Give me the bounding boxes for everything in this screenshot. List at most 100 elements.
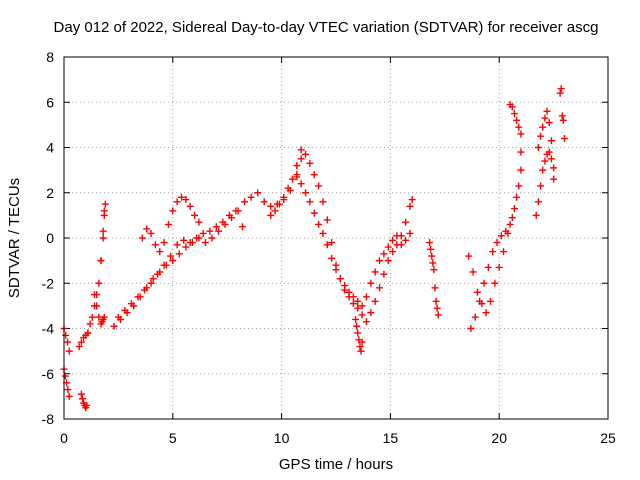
data-point bbox=[336, 275, 344, 283]
y-tick-label: 2 bbox=[46, 185, 54, 201]
data-point bbox=[508, 214, 516, 222]
data-point bbox=[328, 239, 336, 247]
data-point bbox=[160, 261, 168, 269]
series-q bbox=[506, 101, 525, 138]
series-l bbox=[293, 171, 414, 310]
data-point bbox=[173, 198, 181, 206]
data-point bbox=[100, 313, 108, 321]
data-point bbox=[167, 252, 175, 260]
series-k bbox=[267, 146, 416, 326]
data-point bbox=[201, 239, 209, 247]
y-axis-label: SDTVAR / TECUs bbox=[6, 178, 23, 298]
data-point bbox=[376, 284, 384, 292]
data-point bbox=[489, 248, 497, 256]
data-point bbox=[173, 241, 181, 249]
data-point bbox=[547, 137, 555, 145]
data-point bbox=[267, 211, 275, 219]
data-point bbox=[110, 322, 118, 330]
data-point bbox=[510, 110, 518, 118]
data-point bbox=[513, 116, 521, 124]
x-tick-label: 20 bbox=[491, 430, 507, 446]
data-point bbox=[121, 306, 129, 314]
data-point bbox=[384, 243, 392, 251]
data-point bbox=[319, 198, 327, 206]
data-point bbox=[97, 257, 105, 265]
data-point bbox=[428, 252, 436, 260]
data-point bbox=[484, 263, 492, 271]
data-point bbox=[547, 155, 555, 163]
data-point bbox=[293, 171, 301, 179]
data-point bbox=[517, 166, 525, 174]
data-point bbox=[357, 347, 365, 355]
y-tick-label: 0 bbox=[46, 230, 54, 246]
data-point bbox=[319, 229, 327, 237]
data-point bbox=[302, 189, 310, 197]
data-point bbox=[306, 159, 314, 167]
data-point bbox=[389, 248, 397, 256]
data-point bbox=[482, 309, 490, 317]
data-point bbox=[206, 227, 214, 235]
data-point bbox=[77, 390, 85, 398]
data-point bbox=[539, 166, 547, 174]
data-point bbox=[384, 257, 392, 265]
data-point bbox=[345, 288, 353, 296]
data-point bbox=[284, 184, 292, 192]
data-point bbox=[254, 189, 262, 197]
data-point bbox=[199, 229, 207, 237]
data-point bbox=[114, 313, 122, 321]
data-point bbox=[191, 211, 199, 219]
data-point bbox=[353, 322, 361, 330]
data-point bbox=[376, 257, 384, 265]
x-tick-label: 0 bbox=[60, 430, 68, 446]
series-p bbox=[467, 166, 525, 332]
data-point bbox=[178, 193, 186, 201]
data-point bbox=[371, 297, 379, 305]
data-point bbox=[267, 202, 275, 210]
data-point bbox=[430, 266, 438, 274]
data-point bbox=[147, 279, 155, 287]
data-point bbox=[380, 250, 388, 258]
data-point bbox=[431, 284, 439, 292]
data-point bbox=[323, 216, 331, 224]
data-point bbox=[495, 263, 503, 271]
data-point bbox=[502, 227, 510, 235]
y-tick-label: -4 bbox=[42, 321, 55, 337]
data-point bbox=[354, 297, 362, 305]
x-axis-label: GPS time / hours bbox=[279, 456, 393, 473]
data-point bbox=[491, 279, 499, 287]
data-point bbox=[469, 268, 477, 276]
data-point bbox=[432, 297, 440, 305]
data-point bbox=[323, 241, 331, 249]
data-point bbox=[84, 329, 92, 337]
series-m bbox=[352, 315, 366, 355]
data-point bbox=[154, 270, 162, 278]
data-point bbox=[517, 130, 525, 138]
data-point bbox=[310, 171, 318, 179]
data-point bbox=[558, 112, 566, 120]
data-point bbox=[138, 234, 146, 242]
data-point bbox=[380, 270, 388, 278]
series-g bbox=[90, 291, 108, 328]
data-point bbox=[293, 162, 301, 170]
data-point bbox=[402, 218, 410, 226]
data-point bbox=[427, 245, 435, 253]
data-point bbox=[406, 202, 414, 210]
data-point bbox=[367, 279, 375, 287]
data-point bbox=[297, 180, 305, 188]
data-point bbox=[134, 293, 142, 301]
data-point bbox=[508, 103, 516, 111]
data-point bbox=[433, 304, 441, 312]
data-point bbox=[358, 311, 366, 319]
x-tick-label: 25 bbox=[600, 430, 616, 446]
data-point bbox=[517, 148, 525, 156]
data-point bbox=[434, 311, 442, 319]
data-point bbox=[545, 148, 553, 156]
data-point bbox=[302, 150, 310, 158]
data-point bbox=[225, 211, 233, 219]
data-point bbox=[127, 300, 135, 308]
data-point bbox=[306, 198, 314, 206]
data-point bbox=[297, 155, 305, 163]
x-tick-label: 5 bbox=[169, 430, 177, 446]
data-point bbox=[141, 286, 149, 294]
data-point bbox=[93, 302, 101, 310]
